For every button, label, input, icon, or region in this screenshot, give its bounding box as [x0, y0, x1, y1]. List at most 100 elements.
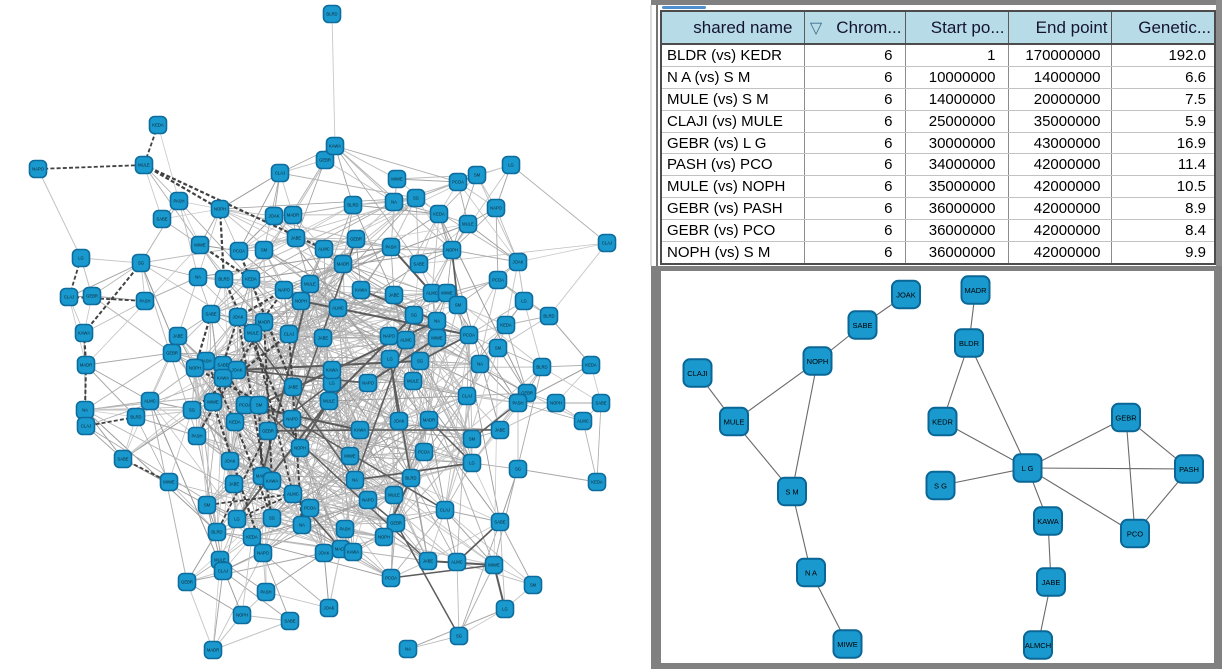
- svg-text:JOAK: JOAK: [225, 459, 236, 464]
- svg-text:NOPH: NOPH: [550, 401, 562, 406]
- svg-text:NAPO: NAPO: [383, 334, 396, 339]
- svg-text:PASH: PASH: [1179, 465, 1199, 474]
- svg-text:SM: SM: [256, 403, 263, 408]
- svg-text:KEDA: KEDA: [246, 535, 258, 540]
- svg-text:GEBR: GEBR: [319, 158, 331, 163]
- svg-text:SABE: SABE: [117, 457, 128, 462]
- svg-text:ALMC: ALMC: [318, 247, 330, 252]
- svg-text:LG: LG: [329, 381, 335, 386]
- svg-text:KAWA: KAWA: [355, 288, 367, 293]
- svg-text:MIWE: MIWE: [194, 243, 206, 248]
- svg-text:SABE: SABE: [284, 619, 295, 624]
- svg-text:MIWE: MIWE: [488, 563, 500, 568]
- svg-text:MADR: MADR: [335, 547, 347, 552]
- svg-text:SABE: SABE: [413, 262, 424, 267]
- svg-text:NOPH: NOPH: [236, 613, 248, 618]
- svg-text:MADR: MADR: [337, 262, 349, 267]
- svg-text:JABE: JABE: [423, 559, 434, 564]
- svg-text:SM: SM: [204, 503, 211, 508]
- svg-text:ALMC: ALMC: [426, 291, 438, 296]
- svg-text:KEDA: KEDA: [152, 123, 164, 128]
- svg-text:SG: SG: [138, 261, 144, 266]
- svg-text:PASH: PASH: [339, 527, 350, 532]
- svg-text:MADR: MADR: [423, 418, 435, 423]
- svg-text:NA: NA: [195, 275, 201, 280]
- svg-text:NOPH: NOPH: [378, 535, 390, 540]
- svg-text:SM: SM: [474, 173, 481, 178]
- svg-text:CLAJ: CLAJ: [284, 332, 294, 337]
- svg-text:KEDA: KEDA: [585, 363, 597, 368]
- svg-text:LG: LG: [387, 357, 393, 362]
- svg-text:MIWE: MIWE: [837, 640, 857, 649]
- svg-text:MULE: MULE: [247, 331, 259, 336]
- svg-text:MADR: MADR: [258, 320, 270, 325]
- svg-text:KAWA: KAWA: [329, 144, 341, 149]
- svg-text:MULE: MULE: [214, 558, 226, 563]
- svg-text:SG: SG: [456, 634, 462, 639]
- svg-text:SM: SM: [530, 583, 537, 588]
- svg-text:NA: NA: [299, 523, 305, 528]
- svg-text:SM: SM: [455, 303, 462, 308]
- svg-text:JOAK: JOAK: [233, 315, 244, 320]
- svg-text:JOAK: JOAK: [896, 290, 916, 299]
- svg-text:SABE: SABE: [156, 217, 167, 222]
- svg-text:PCOA: PCOA: [239, 403, 251, 408]
- svg-text:PCO: PCO: [1127, 529, 1143, 538]
- svg-text:NAPO: NAPO: [362, 498, 375, 503]
- svg-text:PASH: PASH: [139, 299, 150, 304]
- svg-text:SG: SG: [411, 313, 417, 318]
- svg-text:PASH: PASH: [260, 590, 271, 595]
- svg-text:MULE: MULE: [462, 222, 474, 227]
- svg-text:NOPH: NOPH: [446, 248, 458, 253]
- svg-text:JABE: JABE: [288, 385, 299, 390]
- svg-text:JOAK: JOAK: [394, 419, 405, 424]
- svg-text:KAWA: KAWA: [347, 550, 359, 555]
- svg-text:BLRD: BLRD: [130, 415, 141, 420]
- svg-text:BLDR: BLDR: [959, 339, 980, 348]
- svg-text:NA: NA: [477, 362, 483, 367]
- svg-text:PCOA: PCOA: [463, 333, 475, 338]
- svg-text:SG: SG: [269, 516, 275, 521]
- svg-text:MULE: MULE: [138, 163, 150, 168]
- svg-text:PASH: PASH: [512, 401, 523, 406]
- svg-text:MULE: MULE: [724, 417, 745, 426]
- svg-text:GEBR: GEBR: [166, 351, 178, 356]
- svg-text:NA: NA: [352, 478, 358, 483]
- svg-text:MADR: MADR: [964, 286, 987, 295]
- svg-text:MIWE: MIWE: [441, 291, 453, 296]
- svg-text:LG: LG: [469, 461, 475, 466]
- svg-text:SG: SG: [417, 359, 423, 364]
- svg-text:ALMC: ALMC: [144, 399, 156, 404]
- svg-text:S M: S M: [785, 487, 798, 496]
- svg-text:SABE: SABE: [205, 312, 216, 317]
- svg-text:NAPO: NAPO: [362, 381, 375, 386]
- svg-text:JOAK: JOAK: [269, 214, 280, 219]
- svg-text:ALMC: ALMC: [577, 419, 589, 424]
- svg-text:PCOA: PCOA: [492, 278, 504, 283]
- svg-text:GEBR: GEBR: [1115, 413, 1137, 422]
- svg-text:KAWA: KAWA: [326, 368, 338, 373]
- svg-text:PCOA: PCOA: [304, 506, 316, 511]
- svg-text:MADR: MADR: [287, 213, 299, 218]
- svg-text:JABE: JABE: [229, 482, 240, 487]
- svg-text:L G: L G: [1022, 464, 1034, 473]
- svg-text:NAPO: NAPO: [490, 206, 503, 211]
- svg-text:JABE: JABE: [1042, 578, 1061, 587]
- svg-text:BLRD: BLRD: [543, 314, 554, 319]
- svg-text:SABE: SABE: [595, 401, 606, 406]
- svg-text:NAPO: NAPO: [286, 417, 299, 422]
- svg-text:SG: SG: [413, 196, 419, 201]
- svg-text:LG: LG: [521, 299, 527, 304]
- svg-text:BLRD: BLRD: [218, 277, 229, 282]
- svg-text:MIWE: MIWE: [391, 177, 403, 182]
- svg-text:SG: SG: [515, 467, 521, 472]
- svg-text:MIWE: MIWE: [207, 400, 219, 405]
- svg-text:MULE: MULE: [323, 399, 335, 404]
- svg-text:PCOA: PCOA: [233, 249, 245, 254]
- svg-text:JOAK: JOAK: [324, 606, 335, 611]
- svg-text:LG: LG: [502, 607, 508, 612]
- svg-text:KAWA: KAWA: [354, 428, 366, 433]
- svg-text:PASH: PASH: [173, 199, 184, 204]
- svg-text:MIWE: MIWE: [344, 454, 356, 459]
- svg-text:CLAJI: CLAJI: [687, 369, 707, 378]
